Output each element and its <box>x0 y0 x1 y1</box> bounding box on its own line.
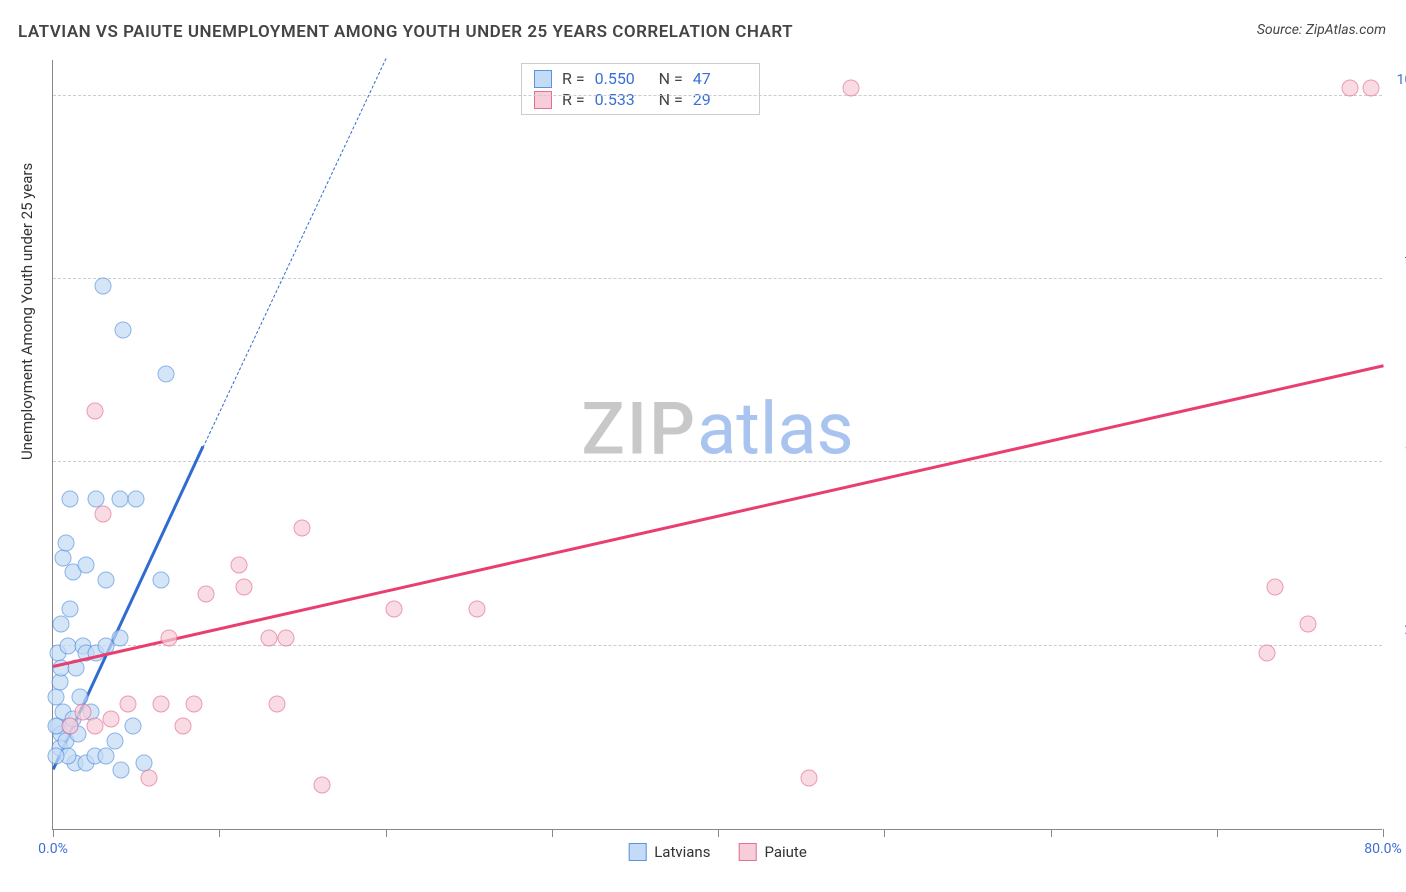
r-value-latvians: 0.550 <box>595 69 649 88</box>
plot-area: ZIPatlas R = 0.550 N = 47 R = 0.533 N = … <box>52 60 1382 830</box>
data-point <box>261 630 278 647</box>
data-point <box>801 769 818 786</box>
gridline <box>53 645 1382 646</box>
data-point <box>314 777 331 794</box>
data-point <box>98 571 115 588</box>
watermark-zip: ZIP <box>581 387 697 472</box>
gridline <box>53 95 1382 96</box>
data-point <box>231 557 248 574</box>
data-point <box>294 520 311 537</box>
r-label: R = <box>562 90 585 109</box>
data-point <box>94 505 111 522</box>
x-tick <box>1217 829 1218 837</box>
r-value-paiute: 0.533 <box>595 90 649 109</box>
data-point <box>53 615 70 632</box>
data-point <box>197 586 214 603</box>
watermark: ZIPatlas <box>581 387 853 472</box>
data-point <box>86 718 103 735</box>
x-tick <box>1383 829 1384 837</box>
stat-row-latvians: R = 0.550 N = 47 <box>534 68 747 89</box>
data-point <box>843 80 860 97</box>
data-point <box>385 601 402 618</box>
swatch-paiute <box>534 91 552 109</box>
data-point <box>153 696 170 713</box>
swatch-latvians <box>534 70 552 88</box>
data-point <box>111 630 128 647</box>
data-point <box>111 491 128 508</box>
legend: Latvians Paiute <box>628 843 807 861</box>
legend-swatch-paiute <box>738 843 756 861</box>
data-point <box>86 403 103 420</box>
data-point <box>158 366 175 383</box>
data-point <box>61 491 78 508</box>
data-point <box>1258 645 1275 662</box>
gridline <box>53 278 1382 279</box>
data-point <box>51 674 68 691</box>
data-point <box>61 601 78 618</box>
legend-item-latvians: Latvians <box>628 843 710 861</box>
data-point <box>174 718 191 735</box>
data-point <box>119 696 136 713</box>
data-point <box>277 630 294 647</box>
data-point <box>153 571 170 588</box>
gridline <box>53 461 1382 462</box>
x-tick <box>552 829 553 837</box>
data-point <box>103 711 120 728</box>
chart-container: LATVIAN VS PAIUTE UNEMPLOYMENT AMONG YOU… <box>0 0 1406 892</box>
n-value-paiute: 29 <box>693 90 747 109</box>
data-point <box>114 322 131 339</box>
data-point <box>186 696 203 713</box>
x-tick <box>884 829 885 837</box>
data-point <box>468 601 485 618</box>
data-point <box>74 703 91 720</box>
data-point <box>1300 615 1317 632</box>
y-tick-label: 100.0% <box>1397 72 1406 88</box>
x-tick-label: 0.0% <box>38 841 68 857</box>
n-value-latvians: 47 <box>693 69 747 88</box>
x-tick <box>53 829 54 837</box>
source-label: Source: ZipAtlas.com <box>1257 22 1386 38</box>
x-tick <box>386 829 387 837</box>
x-tick <box>718 829 719 837</box>
data-point <box>58 535 75 552</box>
legend-item-paiute: Paiute <box>738 843 806 861</box>
data-point <box>106 733 123 750</box>
data-point <box>54 549 71 566</box>
data-point <box>113 762 130 779</box>
data-point <box>48 689 65 706</box>
data-point <box>141 769 158 786</box>
data-point <box>61 718 78 735</box>
n-label: N = <box>659 90 683 109</box>
data-point <box>1266 579 1283 596</box>
watermark-atlas: atlas <box>697 387 854 472</box>
data-point <box>48 747 65 764</box>
legend-label-paiute: Paiute <box>764 843 806 861</box>
x-tick-label: 80.0% <box>1364 841 1402 857</box>
data-point <box>124 718 141 735</box>
chart-title: LATVIAN VS PAIUTE UNEMPLOYMENT AMONG YOU… <box>18 22 793 42</box>
data-point <box>98 747 115 764</box>
n-label: N = <box>659 69 683 88</box>
data-point <box>236 579 253 596</box>
data-point <box>1341 80 1358 97</box>
x-tick <box>219 829 220 837</box>
correlation-stat-box: R = 0.550 N = 47 R = 0.533 N = 29 <box>521 63 760 115</box>
trendline-extension <box>202 58 386 447</box>
data-point <box>161 630 178 647</box>
data-point <box>1363 80 1380 97</box>
y-axis-title: Unemployment Among Youth under 25 years <box>18 163 36 460</box>
r-label: R = <box>562 69 585 88</box>
legend-label-latvians: Latvians <box>654 843 710 861</box>
stat-row-paiute: R = 0.533 N = 29 <box>534 89 747 110</box>
data-point <box>269 696 286 713</box>
trendline <box>53 365 1384 668</box>
data-point <box>128 491 145 508</box>
x-tick <box>1051 829 1052 837</box>
data-point <box>94 278 111 295</box>
data-point <box>78 557 95 574</box>
legend-swatch-latvians <box>628 843 646 861</box>
